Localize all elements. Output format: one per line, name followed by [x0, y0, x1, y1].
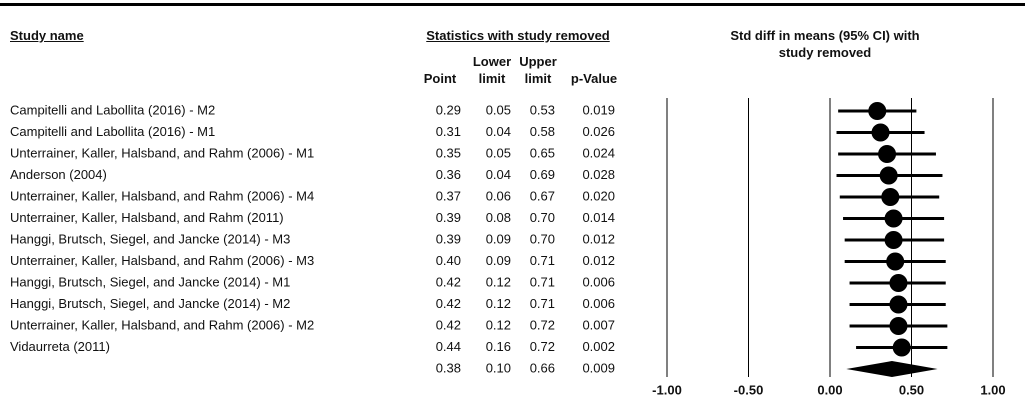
cell-value: 0.72 — [530, 339, 555, 354]
cell-value: 0.65 — [530, 145, 555, 160]
column-header: Point — [423, 71, 457, 86]
study-name: Campitelli and Labollita (2016) - M2 — [10, 102, 215, 117]
cell-value: 0.35 — [436, 145, 461, 160]
point-estimate — [881, 188, 900, 206]
stats-header: Statistics with study removed — [426, 28, 610, 43]
cell-value: 0.69 — [530, 167, 555, 182]
x-tick-label: -0.50 — [734, 382, 764, 397]
x-tick-label: 0.50 — [899, 382, 924, 397]
study-name: Unterrainer, Kaller, Halsband, and Rahm … — [10, 188, 314, 203]
plot-title: Std diff in means (95% CI) with study re… — [730, 28, 920, 60]
point-estimate — [878, 145, 897, 163]
cell-value: 0.007 — [582, 317, 615, 332]
study-name: Unterrainer, Kaller, Halsband, and Rahm … — [10, 145, 314, 160]
point-estimate — [868, 102, 887, 120]
cell-value: 0.39 — [436, 210, 461, 225]
cell-value: 0.31 — [436, 124, 461, 139]
top-rule — [0, 3, 1025, 6]
point-estimate — [886, 252, 905, 271]
cell-value: 0.04 — [486, 124, 511, 139]
cell-value: 0.42 — [436, 317, 461, 332]
cell-value: 0.020 — [582, 188, 615, 203]
study-name: Hanggi, Brutsch, Siegel, and Jancke (201… — [10, 231, 290, 246]
point-estimate — [879, 166, 898, 185]
cell-value: 0.39 — [436, 231, 461, 246]
cell-value: 0.06 — [486, 188, 511, 203]
point-estimate — [889, 317, 908, 335]
study-name: Unterrainer, Kaller, Halsband, and Rahm … — [10, 253, 314, 268]
cell-value: 0.012 — [582, 231, 615, 246]
x-tick-label: -1.00 — [652, 382, 682, 397]
cell-value: 0.66 — [530, 360, 555, 375]
study-header: Study name — [10, 28, 84, 43]
cell-value: 0.29 — [436, 102, 461, 117]
cell-value: 0.40 — [436, 253, 461, 268]
cell-value: 0.37 — [436, 188, 461, 203]
cell-value: 0.09 — [486, 231, 511, 246]
cell-value: 0.04 — [486, 167, 511, 182]
cell-value: 0.028 — [582, 167, 615, 182]
cell-value: 0.08 — [486, 210, 511, 225]
cell-value: 0.026 — [582, 124, 615, 139]
study-name: Hanggi, Brutsch, Siegel, and Jancke (201… — [10, 296, 290, 311]
cell-value: 0.71 — [530, 253, 555, 268]
column-header: Upper limit — [519, 54, 557, 86]
cell-value: 0.53 — [530, 102, 555, 117]
cell-value: 0.58 — [530, 124, 555, 139]
cell-value: 0.012 — [582, 253, 615, 268]
cell-value: 0.009 — [582, 360, 615, 375]
study-name: Hanggi, Brutsch, Siegel, and Jancke (201… — [10, 274, 290, 289]
point-estimate — [871, 123, 890, 142]
cell-value: 0.44 — [436, 339, 461, 354]
cell-value: 0.12 — [486, 274, 511, 289]
cell-value: 0.09 — [486, 253, 511, 268]
cell-value: 0.38 — [436, 360, 461, 375]
cell-value: 0.10 — [486, 360, 511, 375]
cell-value: 0.42 — [436, 296, 461, 311]
cell-value: 0.36 — [436, 167, 461, 182]
cell-value: 0.014 — [582, 210, 615, 225]
cell-value: 0.71 — [530, 296, 555, 311]
point-estimate — [884, 231, 903, 249]
cell-value: 0.72 — [530, 317, 555, 332]
point-estimate — [889, 295, 908, 314]
study-name: Vidaurreta (2011) — [10, 339, 110, 354]
cell-value: 0.71 — [530, 274, 555, 289]
column-header: Lower limit — [472, 54, 512, 86]
cell-value: 0.67 — [530, 188, 555, 203]
cell-value: 0.05 — [486, 145, 511, 160]
point-estimate — [892, 338, 911, 357]
cell-value: 0.16 — [486, 339, 511, 354]
cell-value: 0.12 — [486, 317, 511, 332]
x-tick-label: 1.00 — [980, 382, 1005, 397]
study-name: Unterrainer, Kaller, Halsband, and Rahm … — [10, 317, 314, 332]
study-name: Anderson (2004) — [10, 167, 107, 182]
cell-value: 0.024 — [582, 145, 615, 160]
column-header: p-Value — [570, 71, 618, 86]
cell-value: 0.70 — [530, 210, 555, 225]
cell-value: 0.002 — [582, 339, 615, 354]
summary-diamond — [846, 361, 938, 377]
point-estimate — [889, 274, 908, 292]
cell-value: 0.019 — [582, 102, 615, 117]
point-estimate — [884, 209, 903, 228]
cell-value: 0.12 — [486, 296, 511, 311]
cell-value: 0.006 — [582, 274, 615, 289]
cell-value: 0.70 — [530, 231, 555, 246]
cell-value: 0.006 — [582, 296, 615, 311]
x-tick-label: 0.00 — [817, 382, 842, 397]
study-name: Unterrainer, Kaller, Halsband, and Rahm … — [10, 210, 284, 225]
study-name: Campitelli and Labollita (2016) - M1 — [10, 124, 215, 139]
cell-value: 0.42 — [436, 274, 461, 289]
cell-value: 0.05 — [486, 102, 511, 117]
